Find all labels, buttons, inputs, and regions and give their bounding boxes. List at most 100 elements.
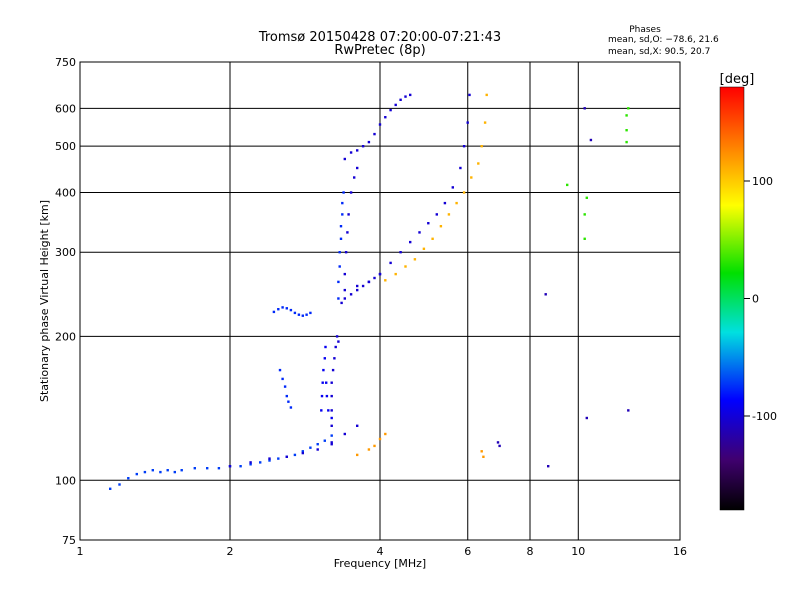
- data-point: [338, 251, 341, 254]
- data-point: [589, 138, 593, 142]
- y-tick-label: 200: [55, 330, 76, 343]
- data-point: [356, 284, 359, 288]
- data-point: [547, 465, 550, 468]
- y-tick-label: 750: [55, 56, 76, 69]
- data-point: [455, 201, 458, 205]
- data-point: [356, 149, 359, 152]
- data-point: [347, 213, 350, 216]
- data-point: [343, 288, 346, 292]
- data-point: [297, 313, 301, 316]
- y-tick-label: 600: [55, 102, 76, 115]
- x-tick-label: 6: [464, 545, 471, 558]
- data-point: [409, 240, 412, 244]
- data-point: [566, 183, 569, 187]
- data-point: [324, 345, 327, 349]
- data-point: [289, 308, 293, 312]
- data-point: [384, 116, 387, 119]
- data-point: [466, 121, 469, 124]
- data-point: [342, 191, 345, 194]
- data-point: [249, 463, 252, 466]
- data-point: [159, 470, 162, 474]
- x-tick-label: 16: [673, 545, 687, 558]
- data-point: [341, 213, 344, 216]
- data-point: [443, 201, 447, 205]
- x-axis-label: Frequency [MHz]: [334, 557, 426, 570]
- data-point: [349, 293, 353, 296]
- x-tick-label: 1: [77, 545, 84, 558]
- data-point: [378, 272, 382, 276]
- data-point: [278, 368, 282, 372]
- data-point: [344, 251, 348, 254]
- data-point: [625, 114, 628, 117]
- data-point: [477, 162, 480, 165]
- y-tick-label: 300: [55, 246, 76, 259]
- data-point: [343, 297, 346, 300]
- data-points: [109, 93, 630, 490]
- data-point: [462, 191, 466, 194]
- data-point: [340, 301, 343, 305]
- data-point: [404, 95, 407, 98]
- data-point: [356, 166, 359, 170]
- stats-heading: Phases: [629, 25, 661, 35]
- data-point: [462, 145, 466, 148]
- data-point: [239, 465, 242, 468]
- grid: [80, 62, 680, 540]
- data-point: [281, 377, 284, 381]
- data-point: [339, 225, 343, 228]
- data-point: [285, 455, 288, 458]
- data-point: [285, 307, 288, 310]
- data-point: [301, 451, 304, 455]
- x-tick-label: 4: [377, 545, 384, 558]
- data-point: [389, 261, 392, 265]
- data-point: [353, 176, 356, 179]
- data-point: [166, 469, 169, 472]
- data-point: [439, 225, 443, 228]
- data-point: [496, 441, 500, 444]
- data-point: [330, 441, 333, 444]
- data-point: [293, 311, 297, 315]
- data-point: [483, 121, 487, 124]
- data-point: [356, 424, 359, 427]
- data-point: [320, 409, 323, 412]
- data-point: [544, 293, 547, 296]
- data-point: [285, 394, 288, 398]
- data-point: [627, 107, 630, 110]
- data-point: [325, 394, 329, 398]
- data-point: [349, 151, 353, 154]
- colorbar-tick-label: -100: [752, 410, 777, 423]
- data-point: [339, 237, 343, 240]
- data-point: [330, 424, 333, 427]
- data-point: [373, 276, 376, 280]
- data-point: [259, 461, 262, 464]
- data-point: [459, 166, 462, 170]
- data-point: [316, 448, 319, 451]
- x-axis: 1 2 4 6 8 10 16: [77, 545, 688, 558]
- data-point: [272, 310, 276, 314]
- data-point: [323, 357, 326, 360]
- data-point: [109, 487, 112, 490]
- data-point: [281, 306, 284, 309]
- y-tick-label: 500: [55, 140, 76, 153]
- colorbar-tick-label: 100: [752, 175, 773, 188]
- data-point: [293, 453, 297, 457]
- data-point: [367, 448, 371, 451]
- stats-line-x: mean, sd,X: 90.5, 20.7: [608, 47, 710, 57]
- stats-line-o: mean, sd,O: −78.6, 21.6: [608, 35, 719, 45]
- data-point: [316, 443, 319, 446]
- data-point: [337, 340, 340, 343]
- data-point: [249, 461, 252, 464]
- chart-subtitle: RwPretec (8p): [334, 43, 425, 58]
- data-point: [268, 459, 271, 462]
- y-tick-label: 100: [55, 474, 76, 487]
- x-tick-label: 10: [571, 545, 585, 558]
- y-tick-label: 75: [62, 534, 76, 547]
- data-point: [277, 457, 280, 460]
- data-point: [583, 107, 586, 110]
- data-point: [334, 345, 337, 349]
- data-point: [330, 416, 333, 420]
- data-point: [323, 439, 326, 442]
- data-point: [361, 284, 365, 288]
- data-point: [341, 201, 344, 205]
- data-point: [625, 140, 628, 144]
- colorbar-ticks: 100 0 -100: [744, 175, 777, 423]
